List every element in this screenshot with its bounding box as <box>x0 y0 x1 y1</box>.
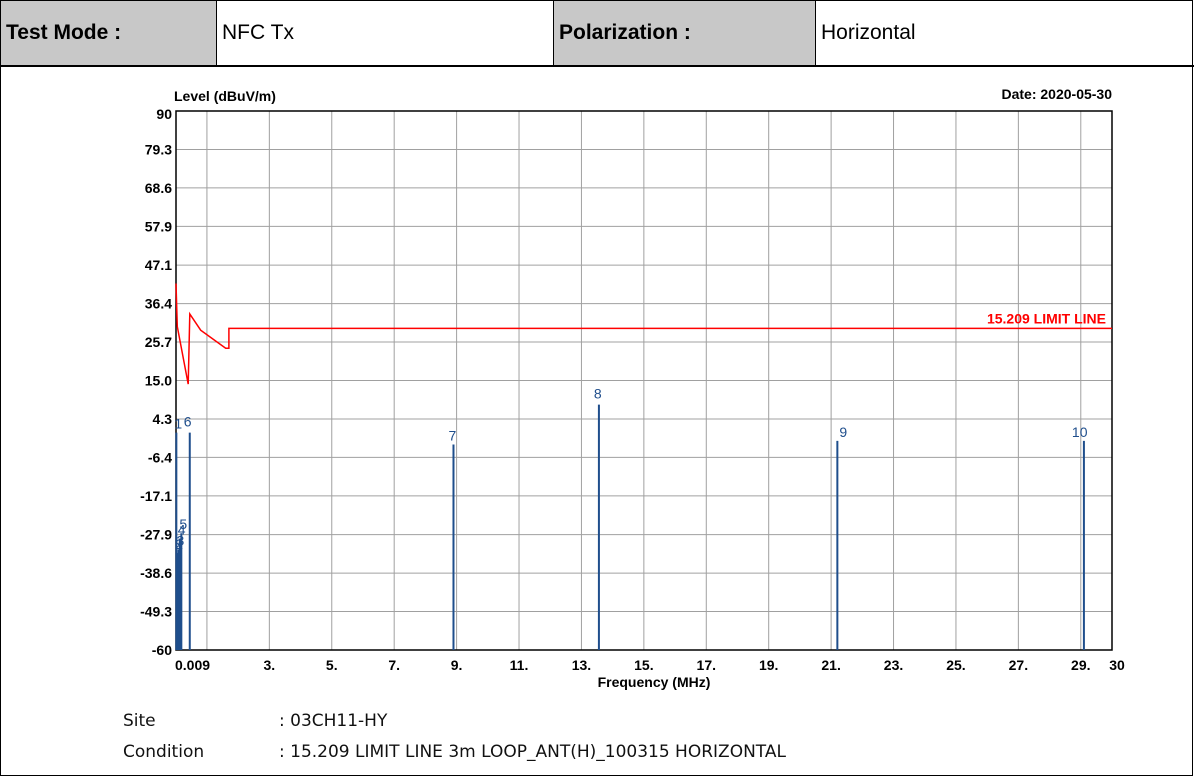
y-tick-label: 90 <box>156 106 172 122</box>
test-mode-label: Test Mode : <box>1 1 217 65</box>
x-tick-label: 15. <box>634 657 653 673</box>
condition-value: : 15.209 LIMIT LINE 3m LOOP_ANT(H)_10031… <box>279 742 786 762</box>
site-label: Site <box>123 711 156 731</box>
plot-frame <box>175 110 1113 651</box>
y-tick-label: -6.4 <box>148 449 172 465</box>
y-tick-label: 15.0 <box>145 373 172 389</box>
polarization-label: Polarization : <box>554 1 816 65</box>
x-tick-label: 17. <box>697 657 716 673</box>
peak-label-6: 6 <box>184 414 192 430</box>
limit-line-label: 15.209 LIMIT LINE <box>987 310 1106 326</box>
x-tick-label: 30 <box>1109 657 1125 673</box>
peak-label-10: 10 <box>1072 424 1088 440</box>
y-tick-label: 57.9 <box>145 218 172 234</box>
peak-label-1: 1 <box>174 416 182 432</box>
x-tick-label: 29. <box>1071 657 1090 673</box>
y-tick-label: 79.3 <box>145 141 172 157</box>
chart-date: Date: 2020-05-30 <box>1001 86 1112 102</box>
y-tick-label: -17.1 <box>140 488 172 504</box>
test-mode-value: NFC Tx <box>217 1 554 65</box>
x-axis-title: Frequency (MHz) <box>598 674 711 690</box>
x-tick-label: 3. <box>264 657 276 673</box>
x-tick-label: 0.009 <box>175 657 210 673</box>
y-tick-label: 25.7 <box>145 334 172 350</box>
peak-label-4: 4 <box>178 522 186 538</box>
peak-label-9: 9 <box>839 424 847 440</box>
site-value: : 03CH11-HY <box>279 711 388 731</box>
y-tick-label: -38.6 <box>140 565 172 581</box>
x-tick-label: 23. <box>884 657 903 673</box>
x-tick-label: 19. <box>759 657 778 673</box>
header-table: Test Mode : NFC Tx Polarization : Horizo… <box>1 1 1194 67</box>
x-tick-label: 5. <box>326 657 338 673</box>
emission-chart: 9079.368.657.947.136.425.715.04.3-6.4-17… <box>140 86 1125 690</box>
x-tick-label: 25. <box>946 657 965 673</box>
y-tick-label: -27.9 <box>140 527 172 543</box>
y-tick-label: 4.3 <box>153 411 173 427</box>
y-tick-label: 68.6 <box>145 180 172 196</box>
x-tick-label: 13. <box>572 657 591 673</box>
x-tick-label: 21. <box>821 657 840 673</box>
peak-label-7: 7 <box>448 427 456 443</box>
y-tick-label: 47.1 <box>145 257 172 273</box>
x-tick-label: 9. <box>451 657 463 673</box>
y-tick-label: -60 <box>152 642 172 658</box>
x-tick-label: 7. <box>388 657 400 673</box>
y-axis-title: Level (dBuV/m) <box>174 88 276 104</box>
condition-label: Condition <box>123 742 205 762</box>
peak-label-5: 5 <box>179 516 187 532</box>
limit-line <box>175 283 1112 385</box>
y-tick-label: 36.4 <box>145 296 172 312</box>
polarization-value: Horizontal <box>821 21 916 44</box>
x-tick-label: 11. <box>510 657 529 673</box>
x-tick-label: 27. <box>1009 657 1028 673</box>
y-tick-label: -49.3 <box>140 604 172 620</box>
peak-label-8: 8 <box>594 386 602 402</box>
